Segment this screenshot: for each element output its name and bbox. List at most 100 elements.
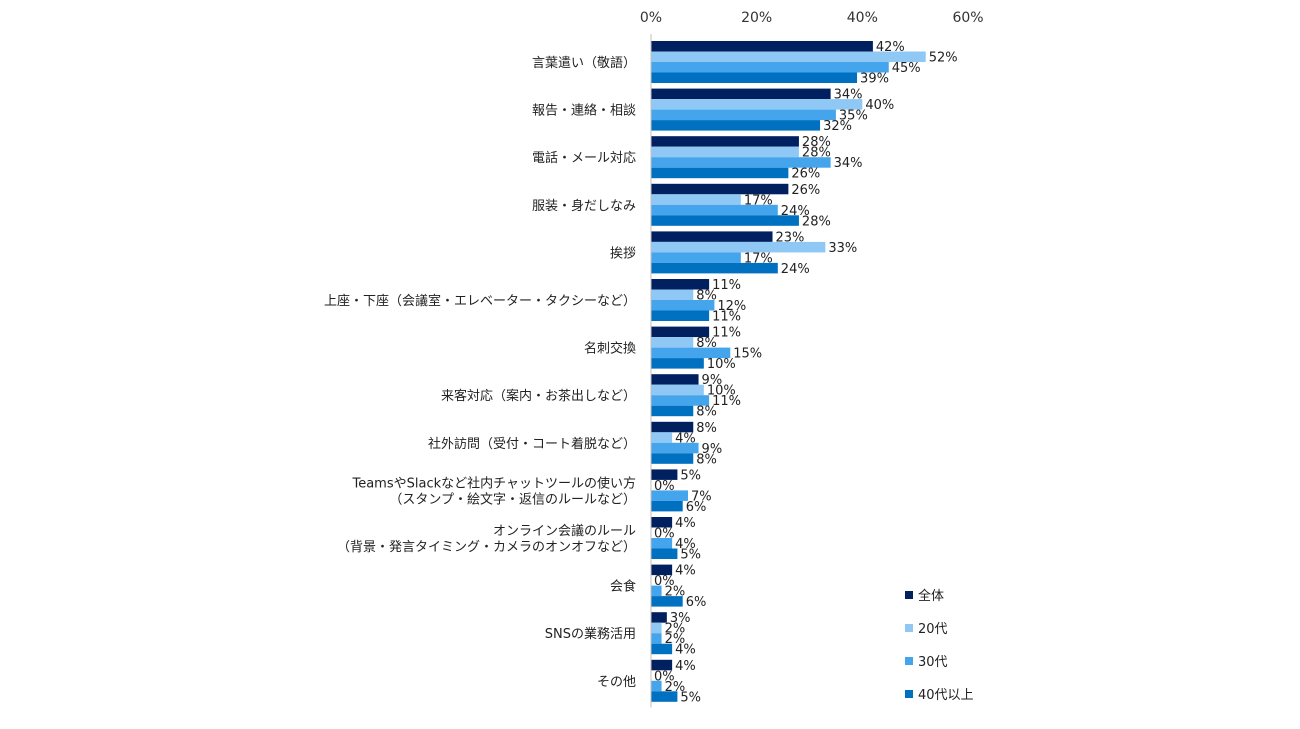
data-label: 23% (776, 230, 805, 245)
bar (651, 51, 926, 62)
bar (651, 564, 673, 576)
data-label: 33% (828, 241, 857, 256)
bar (651, 252, 741, 263)
category-label: 会食 (610, 579, 636, 595)
bar (651, 469, 678, 480)
category-label: 言葉遣い（敬語） (532, 55, 636, 71)
bar-group: 42%52%45%39%34%40%35%32%28%28%34%26%26%1… (651, 40, 958, 705)
data-label: 26% (791, 167, 820, 182)
bar (651, 262, 778, 274)
category-label: 挨拶 (610, 246, 636, 261)
bar (651, 146, 799, 158)
data-label: 11% (712, 394, 741, 409)
data-label: 26% (791, 183, 820, 198)
bar (651, 72, 858, 83)
category-label: 報告・連絡・相談 (532, 103, 636, 119)
data-label: 9% (702, 373, 723, 388)
category-label: （背景・発言タイミング・カメラのオンオフなど） (337, 540, 636, 555)
bar (651, 633, 662, 644)
data-label: 11% (712, 310, 741, 325)
bar (651, 538, 673, 549)
bar (651, 337, 694, 348)
bar (651, 183, 789, 195)
legend: 全体 20代 30代 40代以上 (905, 588, 974, 703)
data-label: 28% (802, 135, 831, 150)
bar (651, 326, 710, 338)
x-axis-ticks: 0% 20% 40% 60% (640, 10, 984, 26)
bar (651, 120, 821, 131)
bar (651, 405, 694, 417)
bar (651, 432, 673, 443)
data-label: 2% (665, 622, 686, 637)
bar (651, 231, 773, 242)
data-label: 45% (892, 61, 921, 76)
bar (651, 279, 710, 290)
x-tick-label: 40% (847, 10, 878, 26)
category-label: 来客対応（案内・お茶出しなど） (441, 388, 636, 404)
data-label: 4% (675, 643, 696, 658)
bar (651, 374, 699, 385)
data-label: 0% (654, 527, 675, 542)
category-label: 名刺交換 (584, 341, 636, 357)
data-label: 24% (781, 262, 810, 277)
data-label: 5% (680, 548, 701, 563)
data-label: 4% (675, 537, 696, 552)
data-label: 7% (691, 489, 712, 504)
data-label: 39% (860, 72, 889, 87)
data-label: 42% (876, 40, 905, 55)
legend-label: 30代 (918, 655, 948, 670)
bar (651, 62, 889, 73)
bar (651, 41, 873, 52)
legend-label: 40代以上 (918, 688, 974, 703)
bar (651, 99, 863, 110)
bar (651, 585, 662, 597)
bar (651, 241, 826, 253)
category-label: 電話・メール対応 (532, 150, 636, 166)
data-label: 52% (929, 51, 958, 66)
data-label: 8% (696, 421, 717, 436)
data-label: 8% (696, 289, 717, 304)
bar (651, 622, 662, 634)
data-label: 28% (802, 214, 831, 229)
data-label: 17% (744, 193, 773, 208)
bar (651, 691, 678, 702)
bar (651, 358, 704, 369)
data-label: 24% (781, 204, 810, 219)
bar (651, 421, 694, 433)
legend-label: 20代 (918, 622, 948, 637)
bar (651, 548, 678, 559)
data-label: 11% (712, 278, 741, 293)
bar (651, 643, 673, 655)
bar (651, 167, 789, 179)
data-label: 12% (717, 299, 746, 314)
category-label: SNSの業務活用 (545, 626, 636, 642)
data-label: 40% (865, 98, 894, 113)
bar (651, 109, 836, 121)
bar (651, 194, 741, 205)
data-label: 2% (665, 680, 686, 695)
category-label: その他 (597, 675, 636, 690)
bar (651, 612, 667, 623)
bar (651, 215, 799, 226)
data-label: 0% (654, 574, 675, 589)
data-label: 0% (654, 669, 675, 684)
bar (651, 300, 715, 311)
data-label: 6% (686, 595, 707, 610)
bar (651, 500, 683, 512)
bar (651, 88, 831, 100)
bar (651, 490, 688, 501)
bar (651, 517, 673, 528)
data-label: 6% (686, 500, 707, 515)
data-label: 17% (744, 251, 773, 266)
data-label: 28% (802, 146, 831, 161)
bar (651, 596, 683, 607)
bar (651, 310, 710, 321)
data-label: 11% (712, 326, 741, 341)
data-label: 35% (839, 109, 868, 124)
x-tick-label: 60% (952, 10, 983, 26)
data-label: 4% (675, 564, 696, 579)
bar (651, 347, 731, 359)
data-label: 8% (696, 405, 717, 420)
bar (651, 289, 694, 300)
